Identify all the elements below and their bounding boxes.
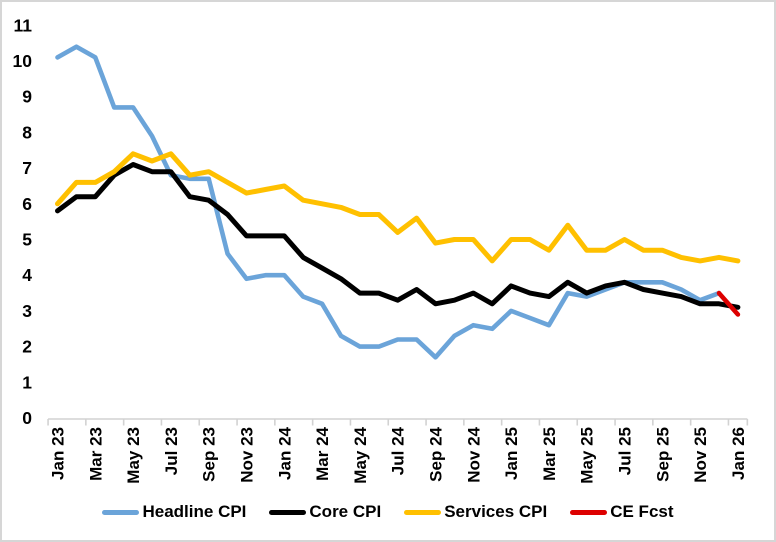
x-tick-label: May 24 — [351, 426, 370, 483]
legend-label-headline-cpi: Headline CPI — [142, 502, 247, 521]
x-tick-label: May 23 — [124, 427, 143, 484]
x-tick-label: Jul 25 — [616, 427, 635, 475]
y-tick-label: 5 — [22, 230, 32, 250]
x-tick-label: Jul 23 — [162, 427, 181, 475]
series-line-headline-cpi — [55, 44, 722, 360]
x-tick-label: Nov 25 — [691, 427, 710, 483]
y-tick-label: 8 — [22, 122, 32, 142]
x-tick-label: Jan 26 — [729, 427, 748, 480]
chart-legend: Headline CPI Core CPI Services CPI CE Fc… — [2, 502, 774, 522]
y-tick-label: 0 — [22, 408, 32, 428]
x-tick-label: Mar 24 — [313, 426, 332, 480]
legend-label-services-cpi: Services CPI — [444, 502, 548, 521]
y-tick-label: 6 — [22, 194, 32, 214]
series-line-ce-fcst — [716, 290, 741, 317]
y-tick-label: 2 — [22, 337, 32, 357]
x-tick-label: Mar 23 — [86, 427, 105, 481]
y-tick-label: 9 — [22, 87, 32, 107]
series-line-services-cpi — [55, 151, 741, 264]
x-tick-label: Sep 23 — [200, 427, 219, 482]
series-line-core-cpi — [55, 162, 741, 310]
y-tick-label: 1 — [22, 372, 32, 392]
y-tick-label: 4 — [22, 265, 32, 285]
legend-label-ce-fcst: CE Fcst — [610, 502, 674, 521]
y-tick-label: 11 — [14, 15, 33, 35]
legend-item-headline-cpi: Headline CPI — [102, 502, 246, 522]
x-tick-label: Mar 25 — [540, 427, 559, 481]
legend-item-core-cpi: Core CPI — [269, 502, 381, 522]
legend-label-core-cpi: Core CPI — [309, 502, 382, 521]
legend-swatch-services-icon — [404, 509, 442, 515]
y-tick-label: 10 — [13, 51, 33, 71]
legend-swatch-headline-icon — [102, 509, 140, 515]
legend-swatch-ce-fcst-icon — [570, 509, 608, 515]
legend-swatch-core-icon — [269, 509, 307, 515]
y-tick-label: 3 — [22, 301, 32, 321]
x-tick-label: Jul 24 — [389, 426, 408, 475]
x-tick-label: Jan 24 — [275, 426, 294, 479]
legend-item-services-cpi: Services CPI — [404, 502, 547, 522]
legend-item-ce-fcst: CE Fcst — [570, 502, 674, 522]
x-tick-label: Sep 24 — [427, 426, 446, 481]
x-tick-label: May 25 — [578, 427, 597, 484]
x-tick-label: Sep 25 — [653, 427, 672, 482]
x-tick-label: Jan 23 — [49, 427, 68, 480]
x-tick-label: Nov 23 — [238, 427, 257, 483]
x-tick-label: Nov 24 — [464, 426, 483, 482]
y-tick-label: 7 — [22, 158, 32, 178]
x-tick-label: Jan 25 — [502, 427, 521, 480]
